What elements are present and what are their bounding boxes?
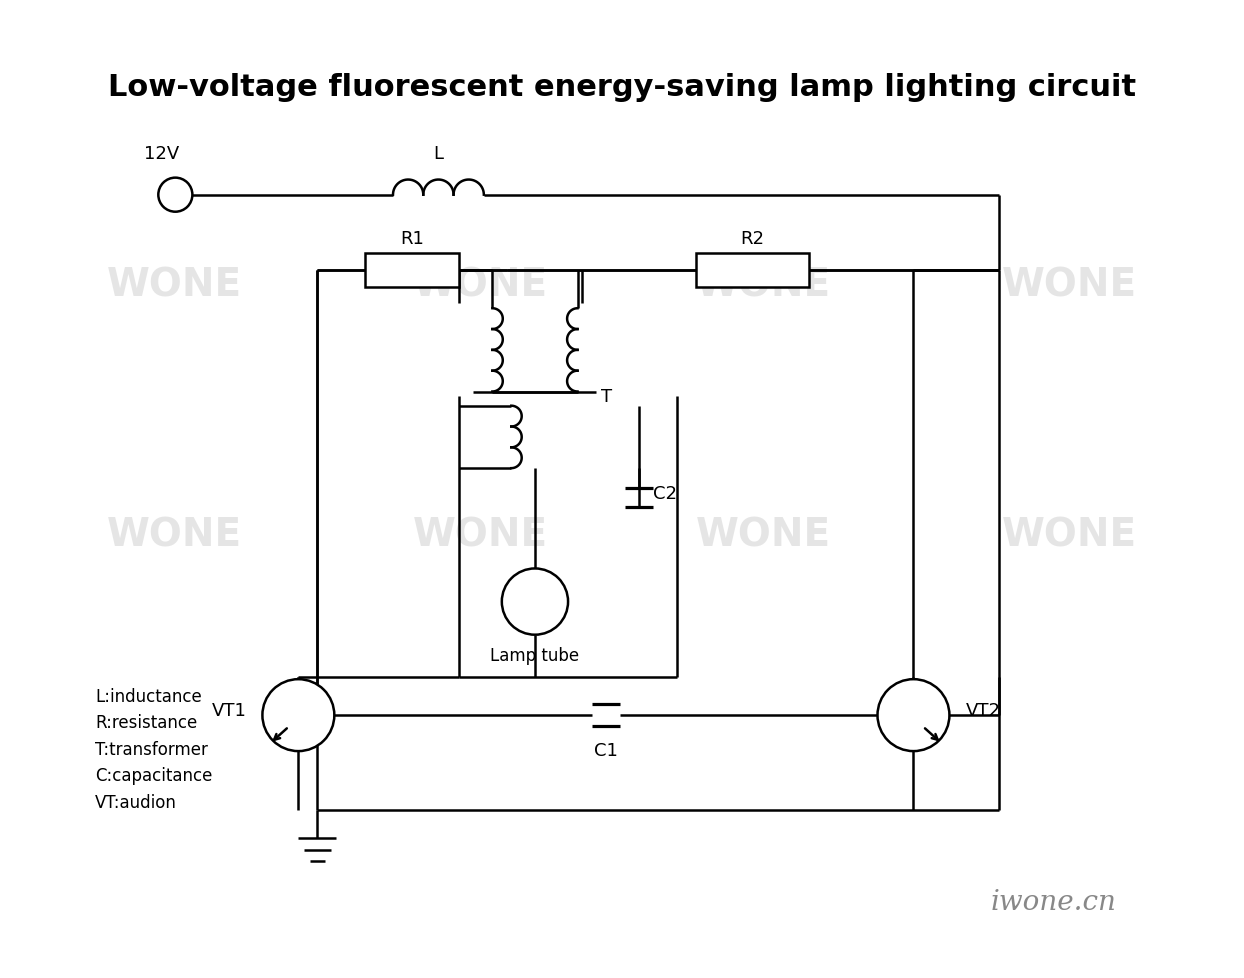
Text: C1: C1 [593,741,618,759]
Text: WONE: WONE [413,516,549,555]
Text: L:inductance: L:inductance [95,688,202,705]
Text: WONE: WONE [1001,516,1137,555]
Bar [695,254,810,289]
Text: T:transformer: T:transformer [95,740,208,758]
Text: L: L [433,145,443,162]
Text: WONE: WONE [1001,266,1137,304]
Text: C:capacitance: C:capacitance [95,767,213,784]
Circle shape [501,569,569,635]
Text: 12V: 12V [143,145,179,162]
Text: T: T [601,387,612,405]
Text: R2: R2 [740,230,765,247]
Text: VT2: VT2 [965,701,1000,720]
Text: iwone.cn: iwone.cn [990,888,1116,914]
Text: R:resistance: R:resistance [95,714,197,732]
Circle shape [262,680,335,751]
Text: WONE: WONE [107,516,243,555]
Text: WONE: WONE [695,266,831,304]
Text: WONE: WONE [695,516,831,555]
Text: R1: R1 [401,230,424,247]
Text: Low-voltage fluorescent energy-saving lamp lighting circuit: Low-voltage fluorescent energy-saving la… [108,72,1136,102]
Circle shape [158,178,193,212]
Text: VT:audion: VT:audion [95,793,177,811]
Text: VT1: VT1 [211,701,246,720]
Text: C2: C2 [653,484,677,503]
Bar [364,254,459,289]
Text: WONE: WONE [107,266,243,304]
Text: WONE: WONE [413,266,549,304]
Circle shape [877,680,949,751]
Text: Lamp tube: Lamp tube [490,646,580,664]
